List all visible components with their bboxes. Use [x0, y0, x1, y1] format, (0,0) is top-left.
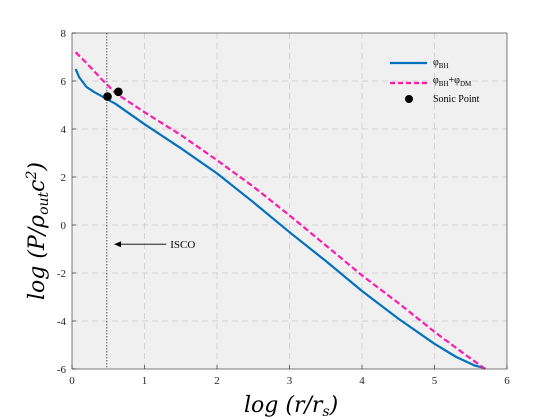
y-tick-label: 6 — [61, 76, 67, 88]
x-tick-label: 3 — [287, 375, 293, 387]
grid-lines — [72, 33, 507, 369]
series-line-bh — [74, 68, 485, 369]
x-axis-label: log (r/rs) — [244, 393, 338, 420]
legend: φBH φBH+φDM Sonic Point — [390, 57, 480, 105]
x-tick-label: 1 — [142, 375, 148, 387]
legend-label-bh: φBH — [433, 57, 449, 70]
legend-label-sonic: Sonic Point — [433, 94, 480, 105]
y-tick-label: 2 — [61, 172, 67, 184]
legend-marker-sonic — [405, 95, 413, 103]
x-tick-label: 2 — [214, 375, 220, 387]
y-tick-label: -4 — [57, 316, 67, 328]
y-axis-label: log (P/ρoutc2) — [24, 162, 52, 300]
isco-label: ISCO — [170, 239, 195, 251]
isco-annotation: ISCO — [114, 239, 195, 251]
x-tick-label: 5 — [432, 375, 438, 387]
series-layer — [74, 51, 486, 370]
tick-labels: 0 1 2 3 4 5 6 -6 -4 -2 0 2 4 6 8 — [57, 28, 510, 387]
x-tick-label: 4 — [359, 375, 365, 387]
y-tick-label: -2 — [57, 268, 66, 280]
legend-label-dm: φBH+φDM — [433, 75, 472, 88]
isco-arrow-head — [114, 241, 122, 248]
y-tick-label: 8 — [61, 28, 67, 40]
sonic-points — [103, 87, 123, 101]
sonic-point-marker — [114, 87, 123, 97]
sonic-point-marker — [103, 92, 112, 101]
y-tick-label: 4 — [61, 124, 67, 136]
x-tick-label: 6 — [504, 375, 510, 387]
y-tick-label: -6 — [57, 364, 67, 376]
x-tick-label: 0 — [69, 375, 75, 387]
y-tick-label: 0 — [61, 220, 67, 232]
